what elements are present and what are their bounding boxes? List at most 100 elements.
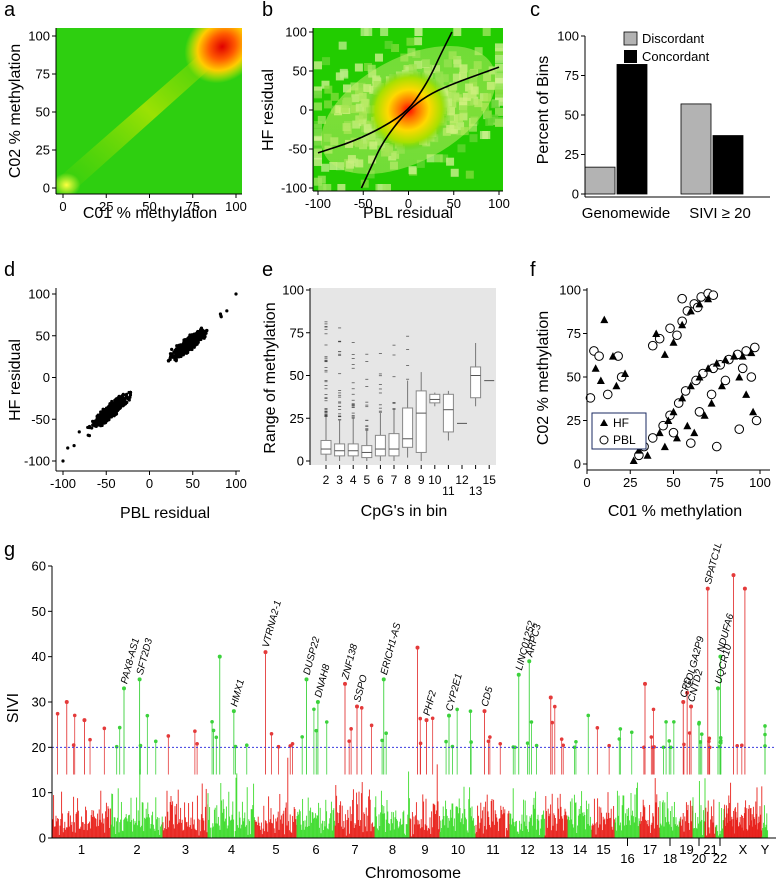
hf-point (707, 399, 716, 407)
speckle-cell (485, 117, 494, 126)
speckle-cell (354, 63, 363, 72)
scatter-point (190, 333, 194, 337)
speckle-cell (469, 134, 478, 143)
scatter-outlier (92, 421, 96, 425)
pbl-point (720, 375, 731, 386)
x-tick-label: 0 (405, 196, 412, 211)
pbl-point (677, 293, 687, 304)
pbl-point (647, 340, 658, 351)
speckle-cell (453, 28, 462, 36)
scatter-outlier (61, 459, 65, 463)
bar-discordant-1 (680, 103, 712, 195)
hf-point (660, 350, 669, 358)
peak-marker (418, 716, 423, 721)
panel-letter-e: e (262, 259, 273, 281)
peak-marker (430, 716, 435, 721)
peak-marker (672, 720, 676, 724)
pbl-point (665, 323, 675, 334)
scatter-point (106, 416, 110, 421)
box-13 (470, 366, 482, 399)
legend-swatch-discordant (623, 31, 638, 46)
speckle-cell (367, 64, 376, 73)
chromosome-label-21: 21 (703, 842, 717, 857)
peak-marker (347, 739, 351, 743)
chromosome-label-16: 16 (620, 851, 634, 866)
speckle-cell (495, 43, 503, 52)
peak-marker (312, 707, 316, 712)
speckle-cell (317, 175, 326, 184)
hf-point (695, 299, 704, 308)
chromosome-label-9: 9 (421, 842, 428, 857)
speckle-cell (317, 115, 326, 124)
scatter-point (187, 338, 191, 342)
peak-marker (699, 732, 704, 736)
peak-marker (211, 728, 216, 733)
pbl-point (711, 441, 722, 452)
peak-marker (359, 706, 364, 710)
peak-marker (685, 690, 690, 695)
peak-marker (716, 686, 720, 691)
axis-label-y-e: Range of methylation (262, 302, 279, 453)
pbl-point (737, 363, 748, 374)
speckle-cell (321, 80, 330, 89)
hf-point (655, 428, 664, 437)
y-tick-label: 50 (565, 108, 579, 123)
pbl-point (734, 424, 745, 435)
peak-marker (552, 704, 557, 709)
speckle-cell (360, 179, 369, 188)
box-4 (347, 443, 359, 457)
panel-d: d -100 -50 0 50 100 -100 -50 0 50 100 PBL residua… (4, 259, 247, 522)
box-6 (374, 434, 386, 457)
hf-point (672, 433, 681, 442)
chromosome-label-4: 4 (228, 842, 235, 857)
peak-marker (629, 730, 634, 735)
y-tick-label: 0 (572, 187, 579, 202)
pbl-point (686, 438, 696, 448)
y-tick-label: 0 (39, 831, 46, 846)
box-7 (388, 433, 400, 457)
peak-marker (193, 729, 197, 734)
x-tick-label: 50 (142, 199, 156, 214)
hf-point (747, 348, 756, 357)
x-tick-label: 100 (225, 476, 247, 491)
speckle-cell (495, 107, 503, 116)
y-tick-label: 0 (574, 457, 581, 472)
peak-marker (669, 745, 673, 750)
scatter-outlier (100, 412, 104, 417)
peak-marker (381, 677, 386, 682)
peak-marker (649, 735, 654, 739)
peak-marker (735, 744, 739, 748)
y-tick-label: -100 (24, 454, 50, 469)
hf-point (678, 320, 687, 329)
y-tick-label: 100 (28, 287, 50, 302)
peak-marker (290, 742, 295, 746)
gene-label: DNAH8 (313, 663, 333, 699)
speckle-cell (374, 53, 383, 62)
manhattan-bars (51, 757, 769, 838)
speckle-cell (380, 28, 389, 36)
scatter-point (192, 345, 196, 349)
peak-marker (687, 731, 692, 735)
box-3 (334, 443, 346, 457)
speckle-cell (377, 184, 386, 191)
y-tick-label: 0 (43, 370, 50, 385)
hf-point (660, 442, 669, 451)
peak-marker (525, 741, 530, 745)
speckle-cell (495, 118, 503, 127)
y-tick-label: 75 (36, 67, 50, 82)
speckle-cell (426, 154, 435, 163)
scatter-point (105, 413, 109, 417)
y-tick-label: 10 (32, 785, 46, 800)
chromosome-label-2: 2 (133, 842, 140, 857)
y-tick-label: 100 (557, 29, 579, 44)
speckle-cell (468, 123, 477, 132)
axis-label-x-b: PBL residual (363, 205, 453, 222)
chromosome-label-10: 10 (451, 842, 465, 857)
scatter-point (127, 398, 131, 402)
peak-marker (324, 720, 329, 724)
hf-point (735, 373, 744, 381)
peak-marker (548, 695, 553, 700)
hf-point (669, 338, 678, 346)
hf-point (690, 428, 699, 437)
scatter-outlier (219, 315, 223, 319)
